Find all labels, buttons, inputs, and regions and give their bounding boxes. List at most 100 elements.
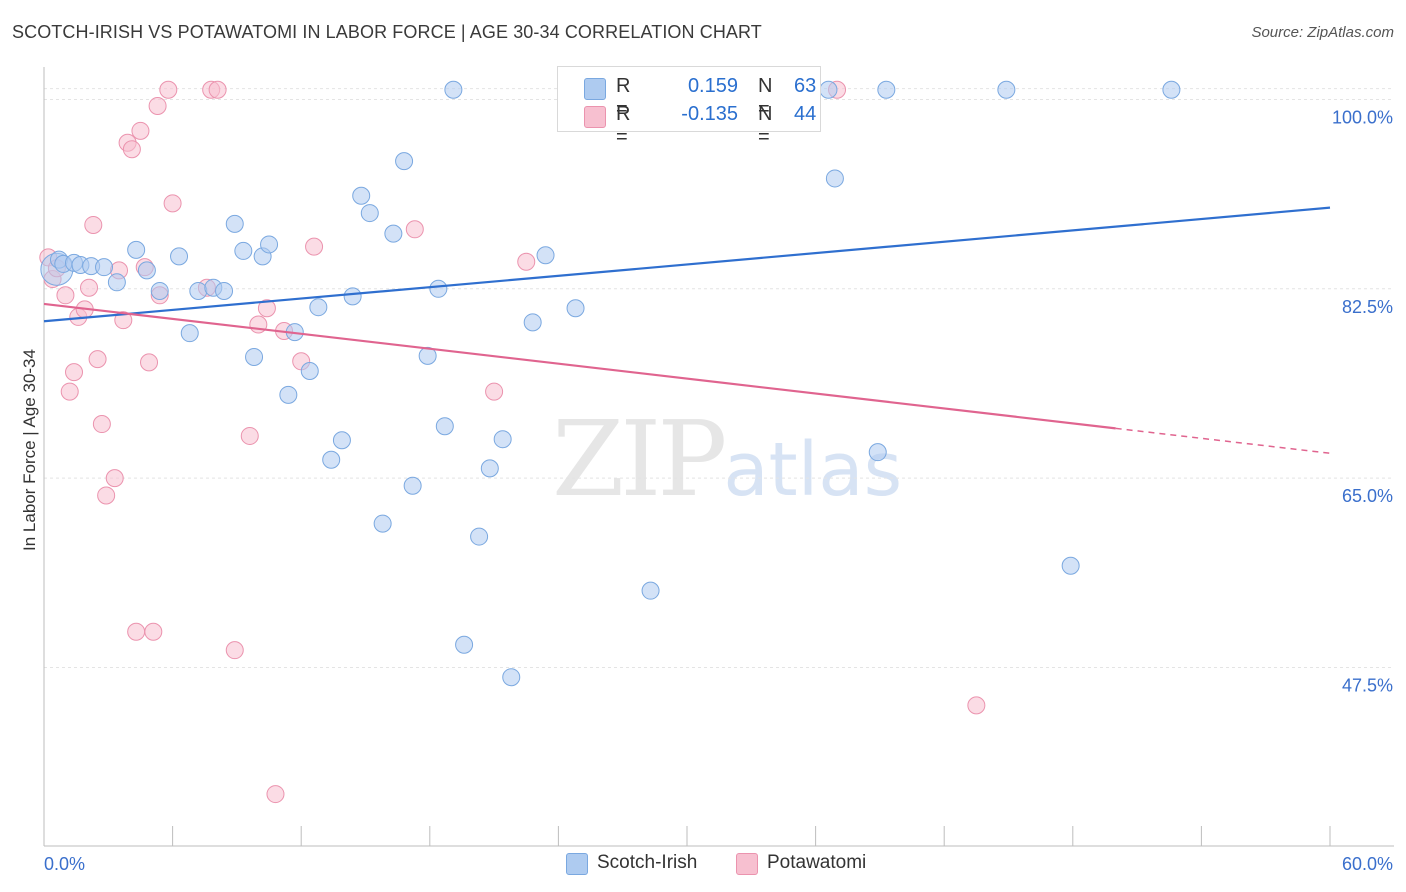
scotch-irish-point (373, 514, 392, 533)
x-tick-label: 0.0% (44, 854, 85, 874)
potawatomi-point (97, 486, 116, 505)
legend-n-value: 44 (794, 103, 817, 125)
scotch-irish-point (418, 346, 437, 365)
scotch-irish-point (819, 80, 838, 99)
legend-n-label: N = (758, 103, 773, 148)
potawatomi-point (405, 220, 424, 239)
potawatomi-trend-extension (1115, 427, 1331, 454)
scotch-irish-point (480, 459, 499, 478)
potawatomi-point (266, 785, 285, 804)
potawatomi-point (140, 353, 159, 372)
scotch-irish-point (189, 281, 208, 300)
scotch-irish-trend-line (43, 206, 1331, 323)
scotch-irish-point (127, 240, 146, 259)
potawatomi-points (39, 80, 986, 804)
scotch-irish-point (641, 581, 660, 600)
y-axis-label-wrap: In Labor Force | Age 30-34 (18, 320, 42, 580)
scotch-irish-point (825, 169, 844, 188)
potawatomi-point (56, 286, 75, 305)
scotch-irish-point (343, 287, 362, 306)
watermark: ZIPatlas (552, 398, 902, 520)
scotch-irish-point (245, 347, 264, 366)
potawatomi-point (148, 96, 167, 115)
scotch-irish-point (493, 430, 512, 449)
scotch-irish-point (429, 279, 448, 298)
potawatomi-point (65, 363, 84, 382)
y-tick-label: 100.0% (1332, 107, 1393, 127)
scotch-irish-point (1061, 556, 1080, 575)
axes (43, 67, 1394, 847)
potawatomi-point (485, 382, 504, 401)
potawatomi-point (240, 426, 259, 445)
legend-n-label: N = (758, 75, 773, 120)
potawatomi-point (88, 350, 107, 369)
potawatomi-point (131, 121, 150, 140)
potawatomi-point (305, 237, 324, 256)
potawatomi-point (80, 278, 99, 297)
legend-r-label: R = (616, 103, 631, 148)
y-tick-label: 65.0% (1342, 486, 1393, 506)
tick-labels: 47.5% 65.0% 82.5% 100.0% 0.0% 60.0% (44, 107, 1393, 874)
scotch-irish-point (215, 281, 234, 300)
legend-n-value: 63 (794, 75, 817, 97)
scotch-irish-swatch (566, 853, 588, 875)
scotch-irish-point (352, 186, 371, 205)
stats-legend: R = 0.159 N = 63 R = -0.135 N = 44 (557, 66, 821, 148)
trend-lines (43, 206, 1331, 454)
y-axis-label: In Labor Force | Age 30-34 (20, 349, 39, 551)
legend-r-label: R = (616, 75, 631, 120)
scotch-irish-point (180, 324, 199, 343)
chart-title: SCOTCH-IRISH VS POTAWATOMI IN LABOR FORC… (12, 22, 762, 42)
scotch-irish-point (332, 431, 351, 450)
scotch-irish-point (234, 241, 253, 260)
potawatomi-swatch (584, 106, 606, 128)
potawatomi-point (159, 80, 178, 99)
watermark-zip: ZIP (552, 398, 727, 520)
potawatomi-point (163, 194, 182, 213)
scotch-irish-point (107, 273, 126, 292)
potawatomi-point (257, 299, 276, 318)
potawatomi-point (105, 469, 124, 488)
scotch-irish-point (536, 246, 555, 265)
potawatomi-swatch (736, 853, 758, 875)
scotch-irish-point (455, 635, 474, 654)
scotch-irish-point (435, 417, 454, 436)
watermark-atlas: atlas (723, 427, 903, 513)
scotch-irish-point (1162, 80, 1181, 99)
scotch-irish-point (300, 362, 319, 381)
scotch-irish-point (523, 313, 542, 332)
potawatomi-point (92, 415, 111, 434)
potawatomi-point (122, 140, 141, 159)
scotch-irish-point (150, 281, 169, 300)
scotch-irish-point (403, 476, 422, 495)
scotch-irish-point (877, 80, 896, 99)
source-credit: Source: ZipAtlas.com (1251, 24, 1394, 41)
legend-r-value: 0.159 (687, 75, 738, 97)
x-tick-label: 60.0% (1342, 854, 1393, 874)
scotch-irish-point (360, 204, 379, 223)
scotch-irish-point (170, 247, 189, 266)
potawatomi-point (60, 382, 79, 401)
scotch-irish-point (470, 527, 489, 546)
potawatomi-point (225, 641, 244, 660)
scotch-irish-point (502, 668, 521, 687)
scotch-irish-swatch (584, 78, 606, 100)
potawatomi-point (967, 696, 986, 715)
potawatomi-point (517, 252, 536, 271)
scotch-irish-point (225, 214, 244, 233)
potawatomi-trend-line (43, 302, 1116, 430)
legend-label: Scotch-Irish (597, 852, 698, 873)
potawatomi-point (127, 622, 146, 641)
potawatomi-point (144, 622, 163, 641)
scotch-irish-point (260, 235, 279, 254)
legend-label: Potawatomi (767, 852, 867, 873)
scotch-irish-point (137, 261, 156, 280)
y-tick-label: 82.5% (1342, 297, 1393, 317)
scotch-irish-point (997, 80, 1016, 99)
y-tick-label: 47.5% (1342, 675, 1393, 695)
potawatomi-point (114, 311, 133, 330)
scotch-irish-point (322, 450, 341, 469)
scotch-irish-point (444, 80, 463, 99)
legend-r-value: -0.135 (681, 103, 738, 125)
